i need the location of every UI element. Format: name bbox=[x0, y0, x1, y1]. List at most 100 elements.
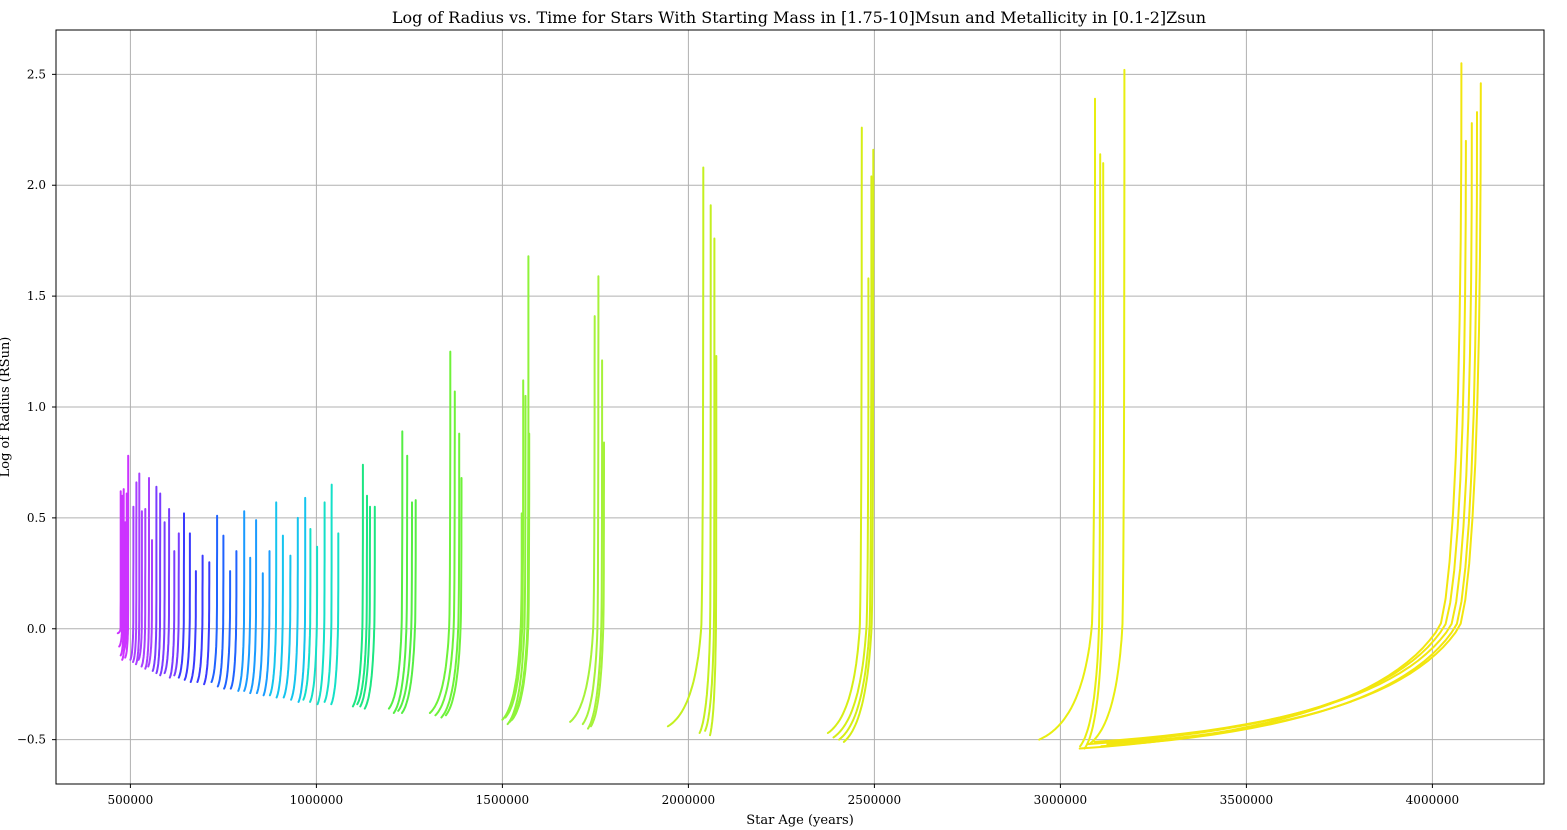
star-track-line bbox=[826, 126, 863, 734]
star-track-line bbox=[704, 237, 716, 732]
star-track-line bbox=[144, 477, 150, 670]
star-track-line bbox=[504, 379, 525, 719]
star-track-line bbox=[1088, 68, 1126, 746]
star-track-line bbox=[428, 350, 452, 714]
star-track-line bbox=[316, 501, 326, 706]
star-track-line bbox=[255, 572, 264, 695]
data-series bbox=[116, 62, 1482, 750]
x-tick-label: 2500000 bbox=[848, 793, 901, 807]
star-track-line bbox=[832, 277, 870, 739]
star-track-line bbox=[401, 499, 417, 714]
star-track-line bbox=[147, 539, 153, 668]
star-track-line bbox=[132, 481, 138, 663]
star-track-line bbox=[392, 454, 409, 714]
star-track-line bbox=[203, 561, 211, 686]
star-track-line bbox=[163, 508, 171, 675]
star-track-line bbox=[129, 505, 135, 661]
star-track-line bbox=[698, 204, 712, 734]
star-track-line bbox=[323, 483, 333, 703]
y-axis: −0.5 0.0 0.5 1.0 1.5 2.0 2.5 bbox=[17, 67, 56, 747]
star-track-line bbox=[168, 550, 176, 679]
star-track-line bbox=[1079, 153, 1102, 748]
y-tick-label: −0.5 bbox=[17, 733, 46, 747]
star-track-line bbox=[116, 490, 122, 635]
star-track-line bbox=[1083, 162, 1105, 750]
star-track-line bbox=[838, 175, 873, 741]
y-tick-label: 0.5 bbox=[27, 511, 46, 525]
grid bbox=[56, 30, 1544, 784]
star-track-line bbox=[842, 148, 875, 743]
star-track-line bbox=[309, 545, 319, 703]
star-track-line bbox=[249, 519, 258, 695]
star-track-line bbox=[1038, 97, 1096, 741]
star-track-line bbox=[290, 516, 299, 701]
star-track-line bbox=[330, 532, 340, 706]
chart-title: Log of Radius vs. Time for Stars With St… bbox=[392, 8, 1206, 27]
star-track-line bbox=[589, 441, 605, 728]
star-track-line bbox=[506, 394, 527, 726]
star-track-line bbox=[159, 521, 166, 677]
x-tick-label: 3000000 bbox=[1034, 793, 1087, 807]
y-tick-label: 1.0 bbox=[27, 400, 46, 414]
star-track-line bbox=[1086, 139, 1467, 746]
star-track-line bbox=[189, 570, 197, 683]
star-track-line bbox=[501, 512, 523, 721]
star-track-line bbox=[275, 534, 284, 699]
star-track-line bbox=[282, 554, 292, 699]
star-track-line bbox=[237, 510, 246, 692]
star-track-line bbox=[569, 315, 596, 723]
star-track-line bbox=[122, 492, 128, 652]
star-track-line bbox=[387, 430, 404, 710]
star-track-line bbox=[137, 510, 143, 661]
star-track-line bbox=[155, 492, 162, 675]
star-track-line bbox=[229, 550, 238, 690]
star-track-line bbox=[121, 521, 127, 661]
star-track-line bbox=[302, 528, 312, 701]
star-track-line bbox=[1100, 111, 1478, 748]
star-track-line bbox=[262, 550, 271, 697]
star-track-line bbox=[709, 355, 718, 737]
star-track-line bbox=[1093, 122, 1473, 743]
star-track-line bbox=[119, 488, 125, 657]
star-track-line bbox=[351, 463, 364, 708]
x-tick-label: 2000000 bbox=[662, 793, 715, 807]
star-track-line bbox=[268, 501, 278, 697]
star-track-line bbox=[173, 532, 180, 677]
x-tick-label: 1000000 bbox=[290, 793, 343, 807]
star-track-line bbox=[363, 505, 376, 710]
star-track-line bbox=[397, 501, 413, 712]
star-track-line bbox=[356, 494, 368, 706]
star-track-line bbox=[124, 454, 130, 659]
star-track-line bbox=[151, 485, 158, 672]
star-track-line bbox=[223, 570, 232, 690]
star-track-line bbox=[216, 534, 225, 688]
star-track-line bbox=[587, 359, 604, 730]
star-track-line bbox=[1106, 82, 1482, 746]
x-tick-label: 500000 bbox=[107, 793, 153, 807]
x-axis: 500000 1000000 1500000 2000000 2500000 300000… bbox=[107, 784, 1459, 807]
y-tick-label: 1.5 bbox=[27, 289, 46, 303]
star-track-line bbox=[297, 496, 307, 703]
y-tick-label: 2.5 bbox=[27, 67, 46, 81]
x-tick-label: 4000000 bbox=[1406, 793, 1459, 807]
y-tick-label: 0.0 bbox=[27, 622, 46, 636]
star-track-line bbox=[135, 472, 141, 666]
y-axis-label: Log of Radius (RSun) bbox=[0, 337, 13, 478]
star-track-line bbox=[581, 275, 600, 726]
star-track-line bbox=[140, 508, 147, 668]
star-track-line bbox=[1078, 62, 1463, 750]
star-track-line bbox=[243, 556, 252, 692]
star-track-line bbox=[210, 514, 219, 683]
star-track-line bbox=[511, 432, 531, 721]
x-tick-label: 3500000 bbox=[1220, 793, 1273, 807]
star-track-line bbox=[444, 477, 463, 717]
star-track-line bbox=[666, 166, 705, 728]
x-tick-label: 1500000 bbox=[476, 793, 529, 807]
x-axis-label: Star Age (years) bbox=[746, 813, 854, 828]
star-track-line bbox=[196, 554, 204, 683]
star-track-line bbox=[177, 512, 185, 679]
star-track-line bbox=[118, 494, 124, 648]
star-track-line bbox=[359, 505, 371, 708]
y-tick-label: 2.0 bbox=[27, 178, 46, 192]
